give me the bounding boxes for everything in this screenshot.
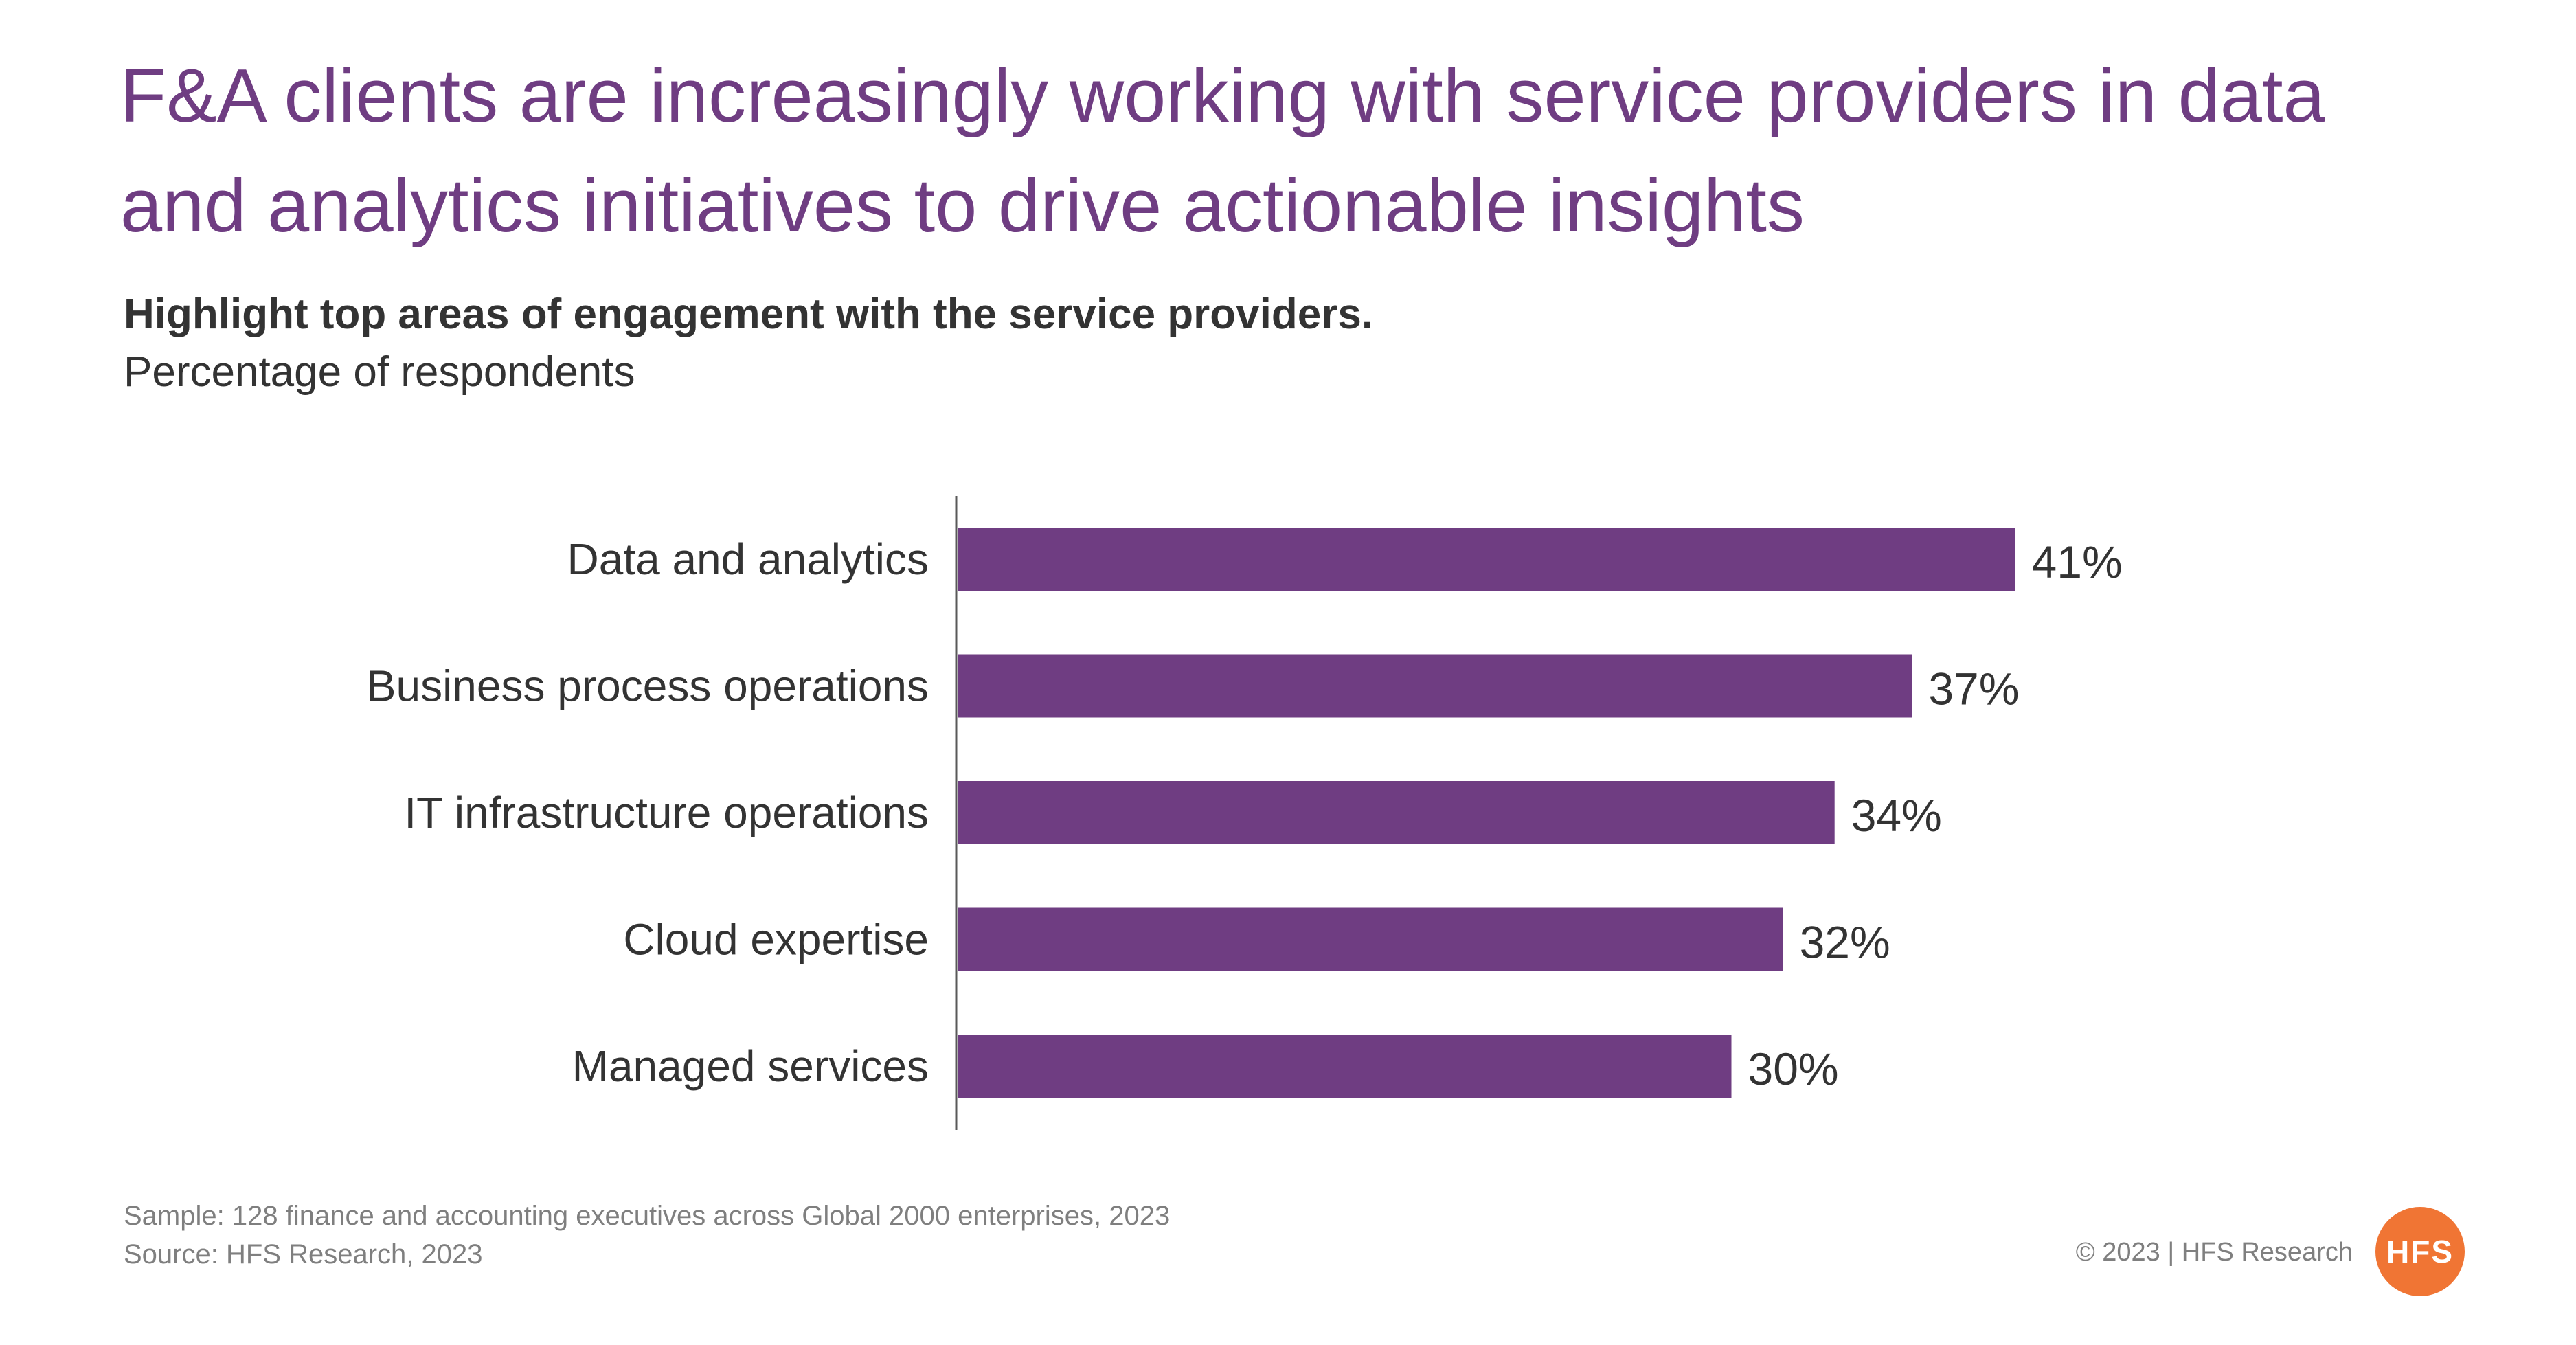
bar bbox=[958, 781, 1835, 844]
sample-note: Sample: 128 finance and accounting execu… bbox=[124, 1201, 1171, 1231]
bar bbox=[958, 654, 1912, 718]
data-label: 32% bbox=[1800, 917, 1890, 968]
category-label: IT infrastructure operations bbox=[404, 788, 929, 837]
copyright-text: © 2023 | HFS Research bbox=[2075, 1238, 2353, 1267]
category-label: Cloud expertise bbox=[623, 915, 929, 964]
data-label: 34% bbox=[1851, 790, 1942, 841]
hfs-logo: HFS bbox=[2375, 1207, 2465, 1296]
page-title: F&A clients are increasingly working wit… bbox=[120, 54, 2325, 248]
bar bbox=[958, 907, 1783, 971]
bar bbox=[958, 1035, 1732, 1098]
data-label: 41% bbox=[2032, 536, 2123, 587]
data-label: 30% bbox=[1748, 1043, 1839, 1094]
bar bbox=[958, 528, 2015, 591]
source-note: Source: HFS Research, 2023 bbox=[124, 1239, 483, 1269]
chart-title: Highlight top areas of engagement with t… bbox=[124, 291, 1374, 338]
category-label: Business process operations bbox=[367, 662, 929, 711]
chart-subtitle: Percentage of respondents bbox=[124, 348, 635, 396]
category-label: Data and analytics bbox=[567, 534, 929, 584]
data-label: 37% bbox=[1928, 664, 2019, 714]
category-label: Managed services bbox=[572, 1041, 929, 1091]
